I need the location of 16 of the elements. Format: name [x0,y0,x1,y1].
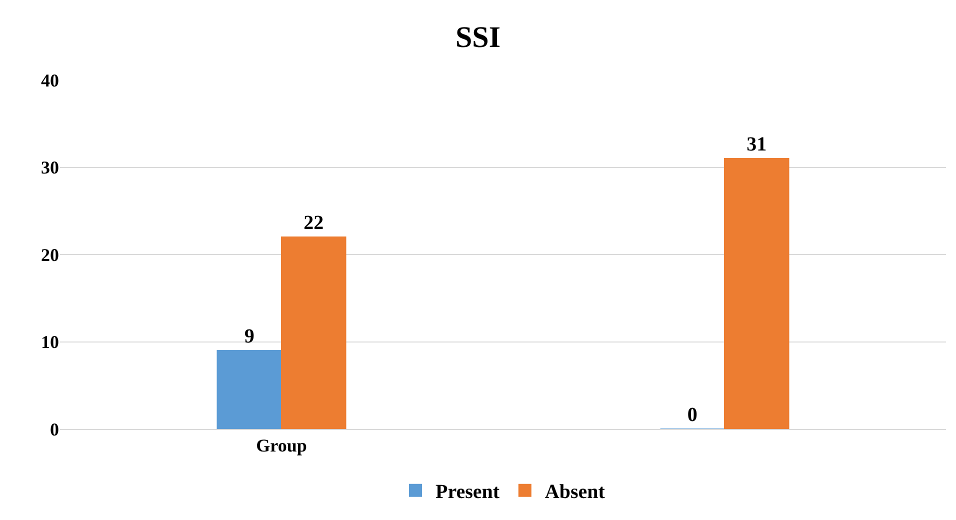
bar [724,158,790,429]
data-label: 0 [687,404,698,426]
y-tick-label: 40 [41,70,59,90]
bar [281,236,346,429]
y-tick-label: 0 [50,419,59,440]
y-tick-label: 20 [41,244,59,265]
legend-label: Present [436,481,500,504]
chart-title: SSI [455,21,501,54]
data-label: 9 [244,325,254,348]
y-tick-label: 30 [41,158,59,178]
data-label: 31 [746,134,767,156]
data-label: 22 [304,212,324,234]
y-tick-label: 10 [41,332,59,352]
bar [216,350,282,429]
x-tick-label: Group [256,436,307,456]
legend-label: Absent [544,481,606,504]
